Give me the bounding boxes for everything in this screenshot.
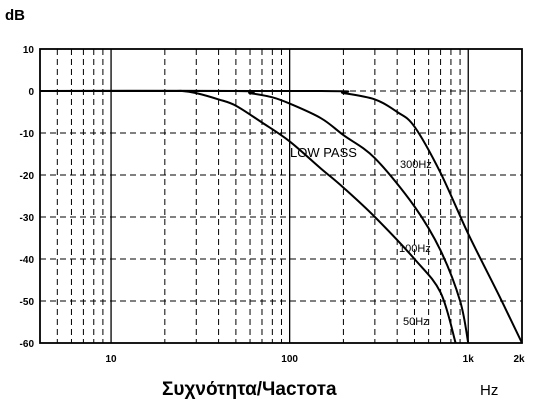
y-tick-label: -50 <box>20 297 35 308</box>
x-tick-label: 1k <box>463 354 475 365</box>
x-tick-label: 10 <box>106 354 118 365</box>
y-tick-label: -40 <box>20 255 35 266</box>
y-tick-label: 0 <box>28 87 34 98</box>
x-axis-unit: Hz <box>480 382 498 399</box>
curve-label-300hz: 300Hz <box>400 159 432 171</box>
plot-frame <box>39 48 523 344</box>
y-axis-label: dB <box>5 7 25 24</box>
grid <box>40 49 522 343</box>
y-tick-label: 10 <box>23 45 35 56</box>
x-tick-label: 100 <box>281 354 298 365</box>
curve-label-50hz: 50Hz <box>403 316 429 328</box>
y-tick-label: -60 <box>20 339 35 350</box>
y-tick-label: -10 <box>20 129 35 140</box>
y-tick-label: -30 <box>20 213 35 224</box>
curve-label-100hz: 100Hz <box>399 243 431 255</box>
x-axis-label: Συχνότητα/Частота <box>162 379 337 400</box>
y-tick-label: -20 <box>20 171 35 182</box>
low-pass-annotation: LOW PASS <box>290 145 357 160</box>
curves: 50Hz 100Hz 300Hz <box>39 89 523 344</box>
x-tick-label: 2k <box>513 354 525 365</box>
curve-300hz <box>39 89 523 344</box>
